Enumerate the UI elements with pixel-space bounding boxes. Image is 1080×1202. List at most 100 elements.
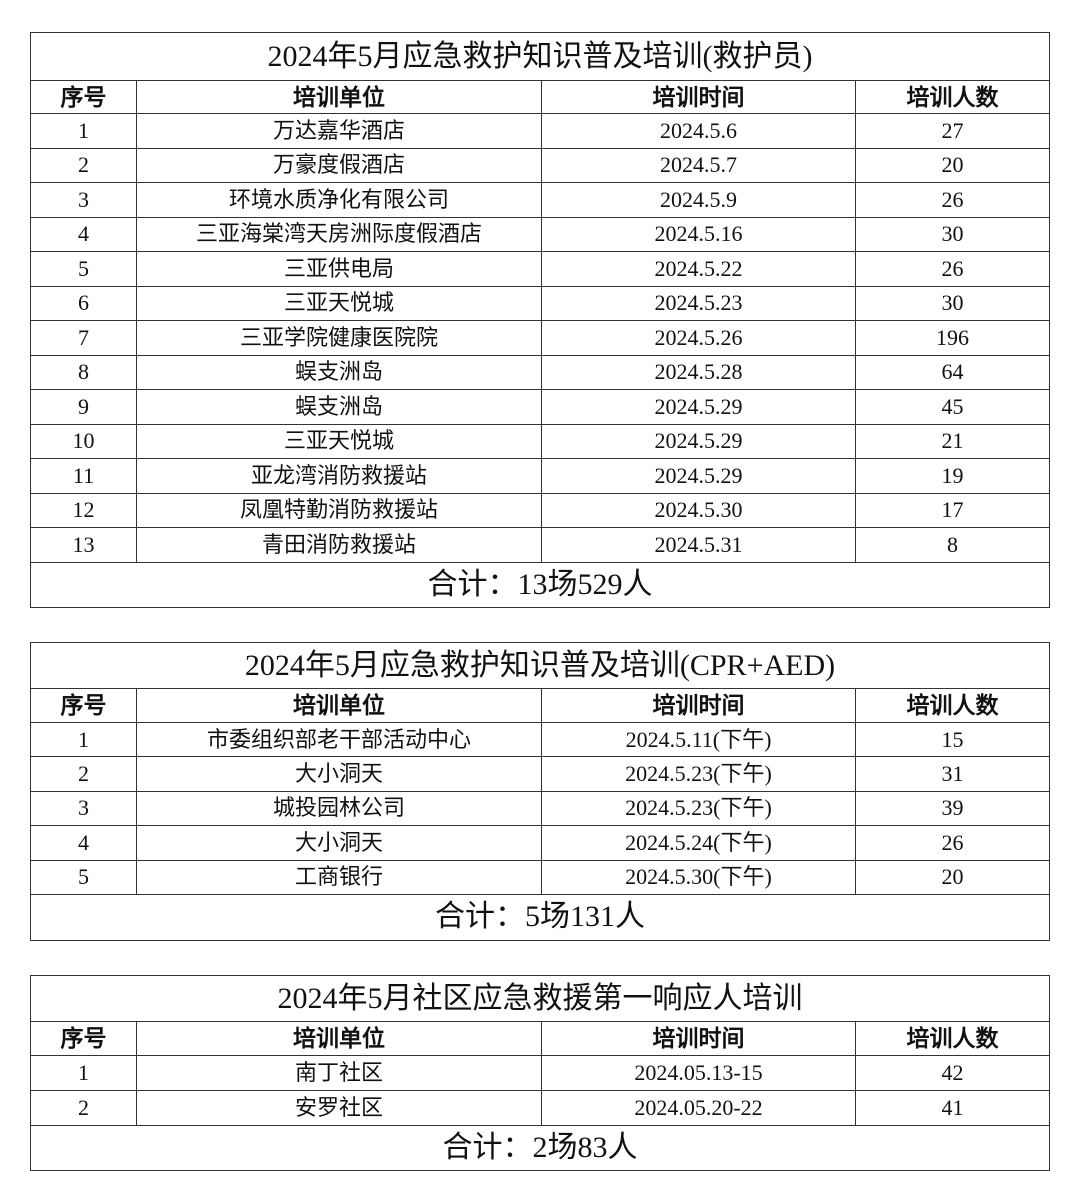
table-row: 3 环境水质净化有限公司 2024.5.9 26 <box>30 182 1051 218</box>
table-cell: 工商银行 <box>136 859 542 895</box>
table-cell: 1 <box>30 113 137 149</box>
table-cell: 2024.5.9 <box>541 182 856 218</box>
table-row: 7 三亚学院健康医院院 2024.5.26 196 <box>30 320 1051 356</box>
table-cell: 17 <box>854 492 1051 528</box>
table-cell: 2024.5.30 <box>541 492 856 528</box>
table-cell: 2024.05.20-22 <box>541 1090 856 1126</box>
table-row: 6 三亚天悦城 2024.5.23 30 <box>30 285 1051 321</box>
table-total: 合计：5场131人 <box>29 893 1051 941</box>
table-cell: 2024.5.23 <box>541 285 856 321</box>
table-cell: 20 <box>854 147 1051 183</box>
table-row: 1 万达嘉华酒店 2024.5.6 27 <box>30 113 1051 149</box>
table-cell: 27 <box>854 113 1051 149</box>
table-cell: 4 <box>30 216 137 252</box>
table-cell: 2024.5.7 <box>541 147 856 183</box>
table-row: 11 亚龙湾消防救援站 2024.5.29 19 <box>30 458 1051 494</box>
table-row: 13 青田消防救援站 2024.5.31 8 <box>30 527 1051 563</box>
table-cell: 2024.5.26 <box>541 320 856 356</box>
table-cell: 5 <box>30 859 137 895</box>
table-cell: 6 <box>30 285 137 321</box>
column-header: 培训单位 <box>136 80 542 114</box>
table-cell: 2024.5.29 <box>541 458 856 494</box>
table-cell: 三亚天悦城 <box>136 423 542 459</box>
table-cell: 1 <box>30 721 137 758</box>
table-cell: 10 <box>30 423 137 459</box>
table-cell: 亚龙湾消防救援站 <box>136 458 542 494</box>
table-cell: 三亚天悦城 <box>136 285 542 321</box>
table-community-first-responder-training: 2024年5月社区应急救援第一响应人培训 序号 培训单位 培训时间 培训人数 1 南丁社区 2… <box>30 975 1050 1171</box>
table-cell: 2024.5.22 <box>541 251 856 287</box>
table-cell: 城投园林公司 <box>136 790 542 827</box>
table-cell: 三亚供电局 <box>136 251 542 287</box>
header-row: 序号 培训单位 培训时间 培训人数 <box>30 80 1051 114</box>
table-cell: 8 <box>30 354 137 390</box>
column-header: 序号 <box>30 1021 137 1056</box>
table-cell: 南丁社区 <box>136 1055 542 1091</box>
table-cell: 2024.5.29 <box>541 389 856 425</box>
table-title: 2024年5月应急救护知识普及培训(救护员) <box>29 32 1051 81</box>
table-cell: 9 <box>30 389 137 425</box>
table-row: 2 万豪度假酒店 2024.5.7 20 <box>30 147 1051 183</box>
column-header: 培训时间 <box>541 688 856 723</box>
table-cell: 2024.05.13-15 <box>541 1055 856 1091</box>
table-cell: 2024.5.16 <box>541 216 856 252</box>
table-cell: 12 <box>30 492 137 528</box>
table-row: 12 凤凰特勤消防救援站 2024.5.30 17 <box>30 492 1051 528</box>
table-cell: 2024.5.23(下午) <box>541 756 856 792</box>
table-cell: 凤凰特勤消防救援站 <box>136 492 542 528</box>
table-cell: 19 <box>854 458 1051 494</box>
table-cell: 2024.5.30(下午) <box>541 859 856 895</box>
table-row: 5 工商银行 2024.5.30(下午) 20 <box>30 859 1051 895</box>
table-cell: 11 <box>30 458 137 494</box>
column-header: 培训人数 <box>854 688 1051 723</box>
table-cell: 2024.5.11(下午) <box>541 721 856 758</box>
table-cell: 2024.5.6 <box>541 113 856 149</box>
column-header: 培训人数 <box>854 80 1051 114</box>
header-row: 序号 培训单位 培训时间 培训人数 <box>30 688 1051 723</box>
table-cell: 8 <box>854 527 1051 563</box>
table-cell: 蜈支洲岛 <box>136 354 542 390</box>
table-cell: 大小洞天 <box>136 756 542 792</box>
table-cell: 万达嘉华酒店 <box>136 113 542 149</box>
table-cell: 26 <box>854 251 1051 287</box>
table-row: 10 三亚天悦城 2024.5.29 21 <box>30 423 1051 459</box>
table-cell: 26 <box>854 825 1051 861</box>
table-cell: 31 <box>854 756 1051 792</box>
table-cell: 2 <box>30 756 137 792</box>
table-cell: 三亚学院健康医院院 <box>136 320 542 356</box>
table-cell: 26 <box>854 182 1051 218</box>
table-row: 5 三亚供电局 2024.5.22 26 <box>30 251 1051 287</box>
table-cell: 青田消防救援站 <box>136 527 542 563</box>
table-cell: 30 <box>854 216 1051 252</box>
table-cell: 39 <box>854 790 1051 827</box>
table-cell: 4 <box>30 825 137 861</box>
table-cell: 2 <box>30 147 137 183</box>
table-cell: 2024.5.29 <box>541 423 856 459</box>
table-row: 3 城投园林公司 2024.5.23(下午) 39 <box>30 790 1051 827</box>
column-header: 序号 <box>30 80 137 114</box>
table-row: 1 市委组织部老干部活动中心 2024.5.11(下午) 15 <box>30 721 1051 758</box>
table-cell: 2024.5.24(下午) <box>541 825 856 861</box>
table-cell: 安罗社区 <box>136 1090 542 1126</box>
table-row: 8 蜈支洲岛 2024.5.28 64 <box>30 354 1051 390</box>
table-cell: 21 <box>854 423 1051 459</box>
table-cell: 2024.5.28 <box>541 354 856 390</box>
table-cell: 41 <box>855 1090 1050 1126</box>
table-cell: 2024.5.23(下午) <box>541 790 856 827</box>
table-cell: 13 <box>30 527 137 563</box>
table-row: 9 蜈支洲岛 2024.5.29 45 <box>30 389 1051 425</box>
table-cell: 5 <box>30 251 137 287</box>
table-row: 4 大小洞天 2024.5.24(下午) 26 <box>30 825 1051 861</box>
table-cell: 3 <box>30 182 137 218</box>
table-cell: 2 <box>30 1090 137 1126</box>
column-header: 培训时间 <box>541 80 856 114</box>
table-cell: 大小洞天 <box>136 825 542 861</box>
column-header: 培训单位 <box>136 1021 542 1056</box>
table-cell: 7 <box>30 320 137 356</box>
table-cell: 1 <box>30 1055 137 1091</box>
table-cpr-aed-training: 2024年5月应急救护知识普及培训(CPR+AED) 序号 培训单位 培训时间 培训人数… <box>29 642 1051 941</box>
header-row: 序号 培训单位 培训时间 培训人数 <box>30 1021 1050 1056</box>
column-header: 序号 <box>30 688 137 723</box>
table-rescuer-training: 2024年5月应急救护知识普及培训(救护员) 序号 培训单位 培训时间 培训人数 1 万达嘉… <box>29 32 1051 608</box>
table-cell: 20 <box>854 859 1051 895</box>
